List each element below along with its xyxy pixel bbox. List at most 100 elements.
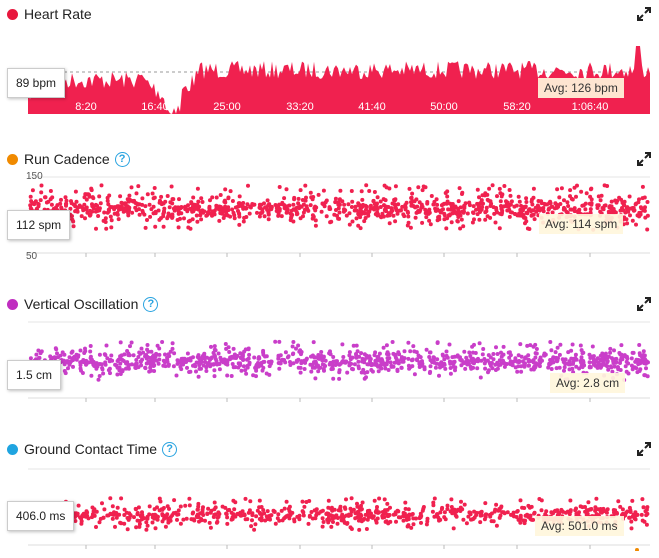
vertical-oscillation-data-point (149, 349, 154, 354)
run-cadence-data-point (459, 217, 464, 222)
ground-contact-time-data-point (518, 498, 523, 503)
vertical-oscillation-data-point (570, 342, 575, 347)
ground-contact-time-data-point (425, 519, 430, 524)
vertical-oscillation-data-point (468, 354, 473, 358)
vertical-oscillation-average: Avg: 2.8 cm (550, 373, 626, 393)
run-cadence-data-point (64, 198, 69, 203)
ground-contact-time-data-point (224, 511, 229, 516)
vertical-oscillation-data-point (205, 355, 209, 360)
ground-contact-time-data-point (635, 548, 639, 551)
run-cadence-data-point (393, 219, 398, 224)
vertical-oscillation-data-point (216, 351, 221, 356)
run-cadence-data-point (99, 183, 104, 188)
run-cadence-data-point (319, 209, 324, 214)
vertical-oscillation-chart[interactable]: 8:20 16:40 25:00 33:20 41:40 50:00 58:20 1:06:4… (0, 320, 659, 404)
vertical-oscillation-data-point (625, 356, 630, 361)
vertical-oscillation-data-point (455, 353, 460, 358)
vertical-oscillation-data-point (131, 353, 136, 358)
ground-contact-time-data-point (282, 516, 287, 521)
run-cadence-data-point (488, 199, 493, 204)
run-cadence-data-point (44, 200, 49, 205)
vertical-oscillation-data-point (489, 361, 494, 365)
expand-icon[interactable] (637, 152, 651, 166)
ground-contact-time-data-point (160, 512, 165, 517)
run-cadence-data-point (202, 209, 207, 214)
ground-contact-time-data-point (458, 505, 463, 510)
ground-contact-time-data-point (110, 504, 115, 509)
run-cadence-data-point (91, 196, 96, 201)
vertical-oscillation-data-point (78, 366, 83, 371)
ground-contact-time-data-point (377, 496, 382, 501)
heart-rate-chart[interactable]: 8:20 16:40 25:00 33:20 41:40 50:00 58:20 1:06:4… (0, 32, 659, 116)
ground-contact-time-data-point (356, 518, 361, 523)
ground-contact-time-x-tick-label: 50:00 (430, 550, 458, 551)
vertical-oscillation-data-point (115, 372, 120, 377)
run-cadence-data-point (393, 205, 398, 210)
vertical-oscillation-data-point (444, 353, 449, 358)
ground-contact-time-data-point (385, 514, 390, 519)
expand-icon[interactable] (637, 442, 651, 456)
vertical-oscillation-data-point (468, 364, 473, 369)
run-cadence-data-point (222, 199, 227, 204)
help-icon[interactable]: ? (114, 151, 130, 167)
ground-contact-time-data-point (286, 513, 290, 518)
ground-contact-time-data-point (539, 498, 544, 503)
ground-contact-time-data-point (199, 511, 204, 516)
ground-contact-time-data-point (644, 522, 649, 527)
vertical-oscillation-data-point (102, 352, 107, 357)
ground-contact-time-data-point (405, 524, 410, 529)
ground-contact-time-data-point (272, 509, 277, 514)
ground-contact-time-data-point (255, 508, 260, 513)
vertical-oscillation-data-point (316, 353, 321, 357)
ground-contact-time-data-point (349, 496, 354, 501)
run-cadence-data-point (266, 217, 271, 222)
run-cadence-data-point (404, 200, 409, 205)
vertical-oscillation-data-point (224, 346, 229, 351)
run-cadence-data-point (414, 210, 419, 215)
ground-contact-time-data-point (297, 513, 302, 518)
ground-contact-time-data-point (147, 504, 152, 509)
run-cadence-data-point (277, 185, 282, 189)
ground-contact-time-data-point (469, 517, 473, 522)
vertical-oscillation-data-point (331, 355, 336, 359)
run-cadence-data-point (347, 211, 352, 216)
vertical-oscillation-data-point (194, 369, 198, 374)
vertical-oscillation-data-point (579, 355, 584, 360)
run-cadence-data-point (555, 187, 560, 192)
help-icon[interactable]: ? (143, 296, 159, 312)
vertical-oscillation-data-point (569, 348, 574, 353)
expand-icon[interactable] (637, 7, 651, 21)
heart-rate-x-tick-label: 33:20 (286, 101, 314, 113)
ground-contact-time-data-point (108, 496, 113, 501)
run-cadence-data-point (632, 208, 637, 213)
vertical-oscillation-data-point (179, 367, 184, 372)
run-cadence-data-point (375, 195, 380, 200)
ground-contact-time-x-tick-label: 41:40 (358, 550, 386, 551)
vertical-oscillation-data-point (157, 346, 162, 351)
vertical-oscillation-data-point (330, 362, 335, 367)
run-cadence-data-point (230, 199, 235, 203)
vertical-oscillation-data-point (475, 366, 480, 371)
vertical-oscillation-data-point (527, 363, 531, 368)
vertical-oscillation-data-point (626, 371, 631, 376)
vertical-oscillation-data-point (531, 358, 536, 363)
vertical-oscillation-data-point (174, 373, 179, 378)
run-cadence-data-point (84, 205, 89, 210)
ground-contact-time-data-point (250, 511, 255, 516)
help-icon[interactable]: ? (162, 441, 178, 457)
vertical-oscillation-data-point (28, 356, 33, 361)
run-cadence-data-point (429, 194, 434, 198)
run-cadence-data-point (257, 214, 262, 219)
ground-contact-time-chart[interactable]: 8:20 16:40 25:00 33:20 41:40 50:00 58:20 1:06:4… (0, 467, 659, 551)
run-cadence-data-point (630, 218, 635, 223)
run-cadence-data-point (321, 188, 326, 193)
ground-contact-time-data-point (217, 512, 222, 516)
run-cadence-data-point (337, 197, 342, 202)
expand-icon[interactable] (637, 297, 651, 311)
ground-contact-time-data-point (645, 505, 650, 510)
vertical-oscillation-data-point (118, 340, 123, 345)
vertical-oscillation-data-point (146, 349, 151, 354)
run-cadence-data-point (364, 207, 368, 212)
ground-contact-time-data-point (594, 512, 599, 517)
vertical-oscillation-data-point (299, 352, 303, 357)
